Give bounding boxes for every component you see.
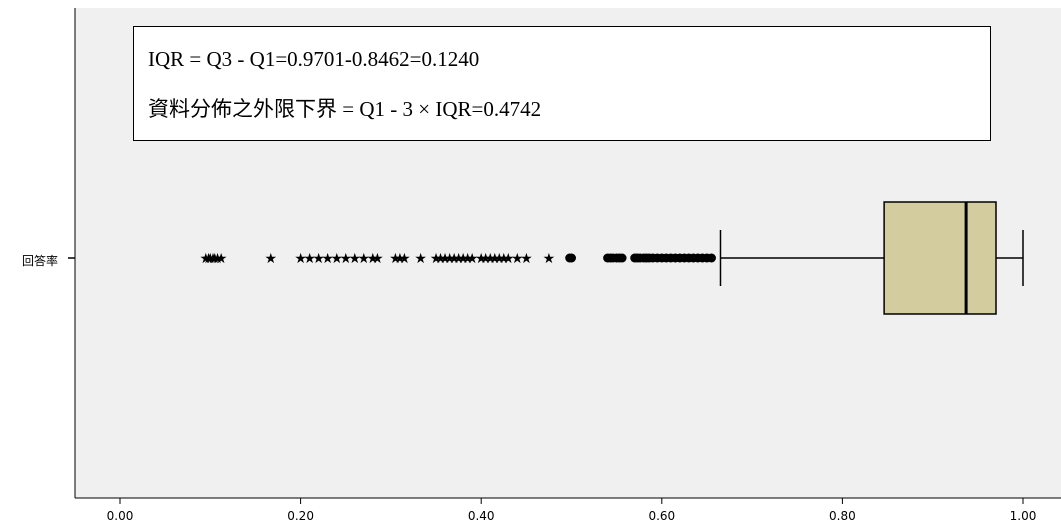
annotation-box: IQR = Q3 - Q1=0.9701-0.8462=0.1240 資料分佈之… bbox=[133, 26, 991, 141]
x-tick-label: 0.20 bbox=[287, 509, 314, 523]
extreme-outlier-point: ★ bbox=[434, 251, 447, 267]
extreme-outlier-point: ★ bbox=[484, 251, 497, 267]
extreme-outlier-point: ★ bbox=[488, 251, 501, 267]
extreme-outlier-point: ★ bbox=[543, 251, 556, 267]
extreme-outlier-point: ★ bbox=[502, 251, 515, 267]
extreme-outlier-point: ★ bbox=[204, 251, 217, 267]
outlier-point bbox=[706, 253, 716, 263]
extreme-outlier-point: ★ bbox=[367, 251, 380, 267]
extreme-outlier-point: ★ bbox=[348, 251, 361, 267]
extreme-outlier-point: ★ bbox=[394, 251, 407, 267]
x-tick-label: 0.60 bbox=[648, 509, 675, 523]
extreme-outlier-point: ★ bbox=[339, 251, 352, 267]
extreme-outlier-point: ★ bbox=[371, 251, 384, 267]
extreme-outlier-point: ★ bbox=[452, 251, 465, 267]
category-label: 回答率 bbox=[22, 254, 59, 268]
extreme-outlier-point: ★ bbox=[520, 251, 533, 267]
iqr-formula: IQR = Q3 - Q1=0.9701-0.8462=0.1240 bbox=[148, 47, 480, 71]
extreme-outlier-point: ★ bbox=[475, 251, 488, 267]
outlier-point bbox=[567, 253, 576, 263]
extreme-outlier-point: ★ bbox=[479, 251, 492, 267]
extreme-outlier-point: ★ bbox=[312, 251, 325, 267]
extreme-outlier-point: ★ bbox=[321, 251, 334, 267]
lower-outer-fence-formula: 資料分佈之外限下界 = Q1 - 3 × IQR=0.4742 bbox=[148, 97, 542, 121]
extreme-outlier-point: ★ bbox=[497, 251, 510, 267]
extreme-outlier-point: ★ bbox=[430, 251, 443, 267]
extreme-outlier-point: ★ bbox=[209, 251, 222, 267]
extreme-outlier-point: ★ bbox=[211, 251, 224, 267]
extreme-outlier-point: ★ bbox=[493, 251, 506, 267]
extreme-outlier-point: ★ bbox=[215, 251, 228, 267]
extreme-outlier-point: ★ bbox=[358, 251, 371, 267]
extreme-outlier-point: ★ bbox=[389, 251, 402, 267]
extreme-outlier-point: ★ bbox=[202, 251, 215, 267]
extreme-outlier-point: ★ bbox=[461, 251, 474, 267]
extreme-outlier-point: ★ bbox=[448, 251, 461, 267]
x-tick-label: 1.00 bbox=[1010, 509, 1037, 523]
extreme-outlier-point: ★ bbox=[457, 251, 470, 267]
extreme-outlier-point: ★ bbox=[207, 251, 220, 267]
extreme-outlier-point: ★ bbox=[294, 251, 307, 267]
extreme-outlier-point: ★ bbox=[511, 251, 524, 267]
extreme-outlier-point: ★ bbox=[303, 251, 316, 267]
outlier-point bbox=[617, 253, 627, 263]
extreme-outlier-point: ★ bbox=[439, 251, 452, 267]
x-tick-label: 0.80 bbox=[829, 509, 856, 523]
extreme-outlier-point: ★ bbox=[330, 251, 343, 267]
extreme-outlier-point: ★ bbox=[414, 251, 427, 267]
extreme-outlier-point: ★ bbox=[398, 251, 411, 267]
extreme-outlier-point: ★ bbox=[200, 251, 213, 267]
extreme-outlier-point: ★ bbox=[443, 251, 456, 267]
extreme-outlier-point: ★ bbox=[265, 251, 278, 267]
x-tick-label: 0.00 bbox=[107, 509, 134, 523]
extreme-outlier-point: ★ bbox=[466, 251, 479, 267]
x-tick-label: 0.40 bbox=[468, 509, 495, 523]
iqr-box bbox=[883, 201, 997, 315]
